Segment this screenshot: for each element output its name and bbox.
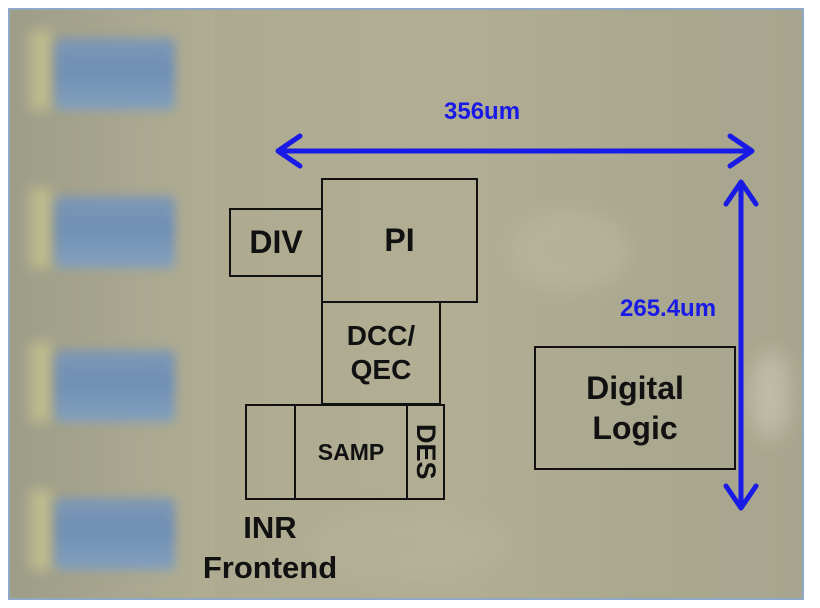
samp-block-label: SAMP [317,438,385,465]
dcc-qec-block-label: DCC/ QEC [346,320,416,385]
width-arrow-head-left [275,133,303,169]
height-dimension-label: 265.4um [620,295,717,322]
pad-edge [30,30,52,110]
texture-patch [310,510,510,580]
des-block: DES [406,404,445,500]
height-arrow-head-bottom [723,483,759,511]
digital-logic-block-label: Digital Logic [586,370,684,446]
pi-block: PI [321,178,478,303]
dcc-qec-block: DCC/ QEC [321,301,441,405]
height-arrow-head-top [723,179,759,207]
div-block-label: DIV [249,224,303,260]
width-dimension-label: 356um [444,98,521,125]
inr-frontend-block [245,404,296,500]
io-pad [55,350,175,422]
div-block: DIV [229,208,323,277]
pad-edge [30,342,52,422]
pad-edge [30,490,52,570]
samp-block: SAMP [294,404,408,500]
texture-patch [510,210,630,290]
width-arrow-head-right [727,133,755,169]
pad-edge [30,188,52,268]
pi-block-label: PI [384,222,415,258]
die-photo-frame [8,8,804,600]
texture-patch [750,350,790,440]
io-pad [55,38,175,110]
des-block-label: DES [411,424,441,480]
io-pad [55,498,175,570]
digital-logic-block: Digital Logic [534,346,736,470]
io-pad [55,196,175,268]
inr-frontend-label: INR Frontend [202,510,338,585]
